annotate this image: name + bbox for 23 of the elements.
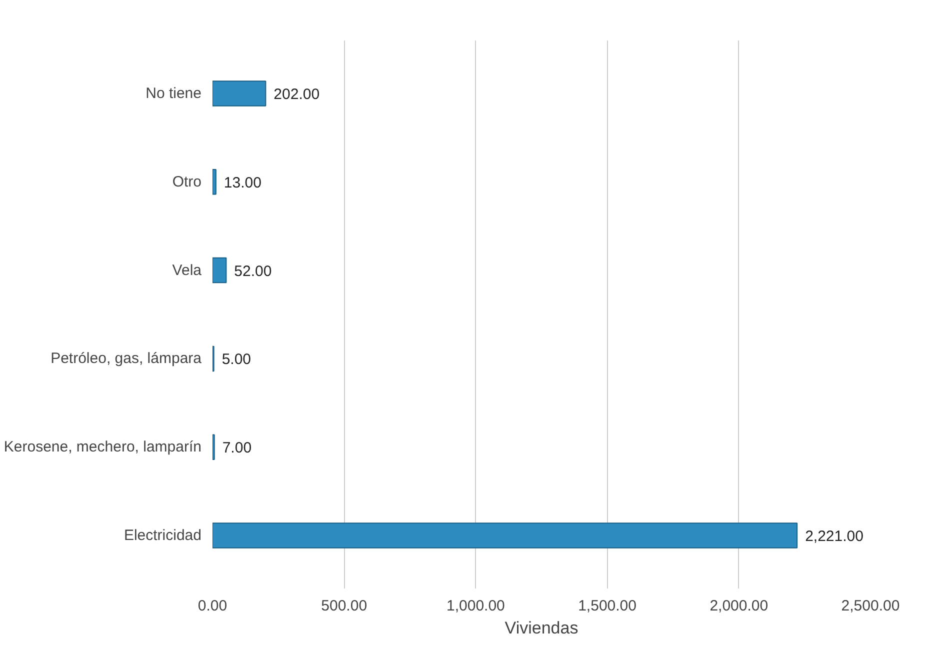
x-tick-label: 500.00 xyxy=(321,598,368,614)
y-tick-label: Petróleo, gas, lámpara xyxy=(50,350,202,368)
data-label: 7.00 xyxy=(222,440,252,457)
data-label: 5.00 xyxy=(222,351,252,368)
y-tick-label: Electricidad xyxy=(124,526,202,544)
x-tick-label: 1,000.00 xyxy=(446,598,505,614)
bar xyxy=(212,169,216,195)
data-label: 52.00 xyxy=(234,262,272,280)
data-label: 2,221.00 xyxy=(805,528,864,545)
bar xyxy=(212,522,798,548)
y-tick-label: No tiene xyxy=(146,85,202,102)
x-tick-label: 2,000.00 xyxy=(710,598,768,614)
y-tick-label: Otro xyxy=(172,173,202,190)
bar xyxy=(212,257,227,284)
bar xyxy=(212,80,266,106)
x-tick-label: 2,500.00 xyxy=(841,598,900,614)
data-label: 13.00 xyxy=(224,174,262,192)
x-tick-label: 1,500.00 xyxy=(578,598,636,614)
data-label: 202.00 xyxy=(274,86,320,104)
x-tick-label: 0.00 xyxy=(198,598,228,614)
x-axis-title: Viviendas xyxy=(504,618,578,638)
y-tick-label: Kerosene, mechero, lamparín xyxy=(4,438,202,456)
y-tick-label: Vela xyxy=(172,262,202,279)
